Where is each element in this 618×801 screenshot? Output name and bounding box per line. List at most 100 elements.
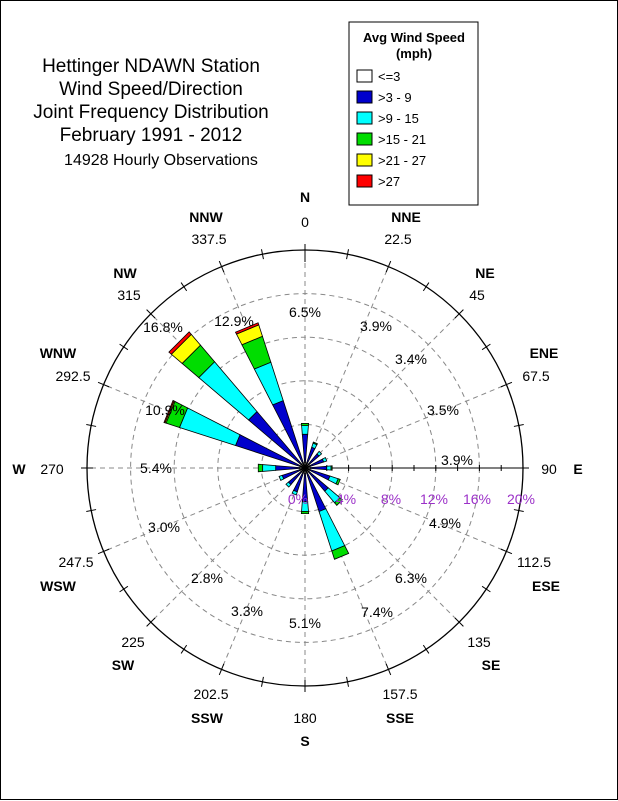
legend: Avg Wind Speed (mph) <=3 >3 - 9 >9 - 15 >15… [348,21,479,206]
wind-bars [163,322,350,560]
legend-label: >9 - 15 [378,111,419,126]
grid-spoke [305,266,389,467]
outer-tick [218,663,225,676]
direction-percent-label: 7.4% [361,604,393,620]
direction-name-label: NE [475,265,494,281]
legend-title-line: (mph) [396,46,432,61]
degree-label: 22.5 [384,231,411,247]
outer-tick [86,509,97,512]
grid-spoke [306,384,507,468]
outer-tick [454,309,464,319]
direction-name-label: WNW [40,345,77,361]
outer-tick [346,676,349,687]
degree-label: 112.5 [517,554,551,570]
direction-name-label: SSW [191,710,224,726]
direction-name-label: ENE [530,345,559,361]
wind-bar-segment [331,545,350,560]
legend-label: >21 - 27 [378,153,426,168]
ring-label: 4% [336,491,356,507]
direction-name-label: ESE [532,578,560,594]
outer-tick [385,663,392,676]
wind-bar-segment [330,465,333,471]
direction-name-label: NW [113,265,137,281]
degree-label: 180 [293,710,317,726]
wind-bar-segment [334,497,343,506]
direction-percent-label: 12.9% [214,313,254,329]
grid-spoke [103,468,304,552]
legend-title-line: Avg Wind Speed [363,30,465,45]
direction-name-label: NNW [189,209,223,225]
outer-tick [97,381,110,388]
wind-bar-segment [262,464,277,472]
degree-label: 67.5 [522,368,549,384]
outer-tick [385,260,392,273]
outer-tick [180,282,188,292]
outer-tick [513,424,524,427]
degree-label: 157.5 [382,686,417,702]
outer-tick [261,249,264,260]
legend-swatch [356,90,373,104]
outer-tick [422,644,430,654]
direction-percent-label: 16.8% [143,319,183,335]
wind-bar-segment [234,322,260,335]
degree-label: 337.5 [191,231,226,247]
direction-percent-label: 5.1% [289,615,321,631]
wind-bar-segment [291,489,298,496]
outer-tick [180,644,188,654]
degree-label: 90 [541,461,557,477]
degree-label: 0 [301,214,309,230]
outer-tick [146,309,156,319]
outer-tick [119,585,129,593]
wind-bar-segment [301,425,309,435]
wind-bar-segment [335,478,341,486]
direction-percent-label: 3.3% [231,603,263,619]
direction-percent-label: 4.9% [429,515,461,531]
wind-bar-segment [163,399,175,424]
direction-percent-label: 10.9% [145,402,185,418]
direction-percent-label: 6.5% [289,304,321,320]
wind-bar-segment [312,441,318,446]
outer-tick [481,343,491,351]
direction-name-label: SE [482,657,501,673]
grid-spoke [306,313,460,467]
ring-label: 20% [507,491,535,507]
direction-name-label: E [573,461,582,477]
degree-label: 315 [117,287,141,303]
direction-percent-label: 6.3% [395,570,427,586]
outer-tick [513,509,524,512]
wind-bar-segment [275,465,300,471]
outer-tick [97,548,110,555]
outer-tick [422,282,430,292]
legend-swatch [356,111,373,125]
wind-bar-segment [178,407,241,447]
outer-tick [481,585,491,593]
legend-label: >15 - 21 [378,132,426,147]
wind-bar-segment [321,457,328,463]
direction-percent-label: 3.9% [441,452,473,468]
outer-tick [218,260,225,273]
outer-tick [86,424,97,427]
chart-title-line: Wind Speed/Direction [59,79,243,100]
direction-percent-label: 2.8% [191,570,223,586]
legend-swatch [356,174,373,188]
wind-bar-segment [300,511,310,515]
degree-label: 270 [40,461,64,477]
grid-spoke [221,469,305,670]
degree-label: 135 [467,634,491,650]
wind-bar-segment [168,331,192,355]
wind-bar-segment [300,423,310,427]
outer-tick [500,548,513,555]
outer-tick [119,343,129,351]
direction-name-label: SW [112,657,135,673]
chart-title-line: Joint Frequency Distribution [33,102,269,123]
outer-tick [261,676,264,687]
legend-label: >27 [378,174,400,189]
ring-label: 16% [463,491,491,507]
legend-swatch [356,153,373,167]
degree-label: 202.5 [193,686,228,702]
direction-name-label: N [300,189,310,205]
legend-swatch [356,69,373,83]
ring-label: 8% [381,491,401,507]
degree-label: 225 [121,634,145,650]
